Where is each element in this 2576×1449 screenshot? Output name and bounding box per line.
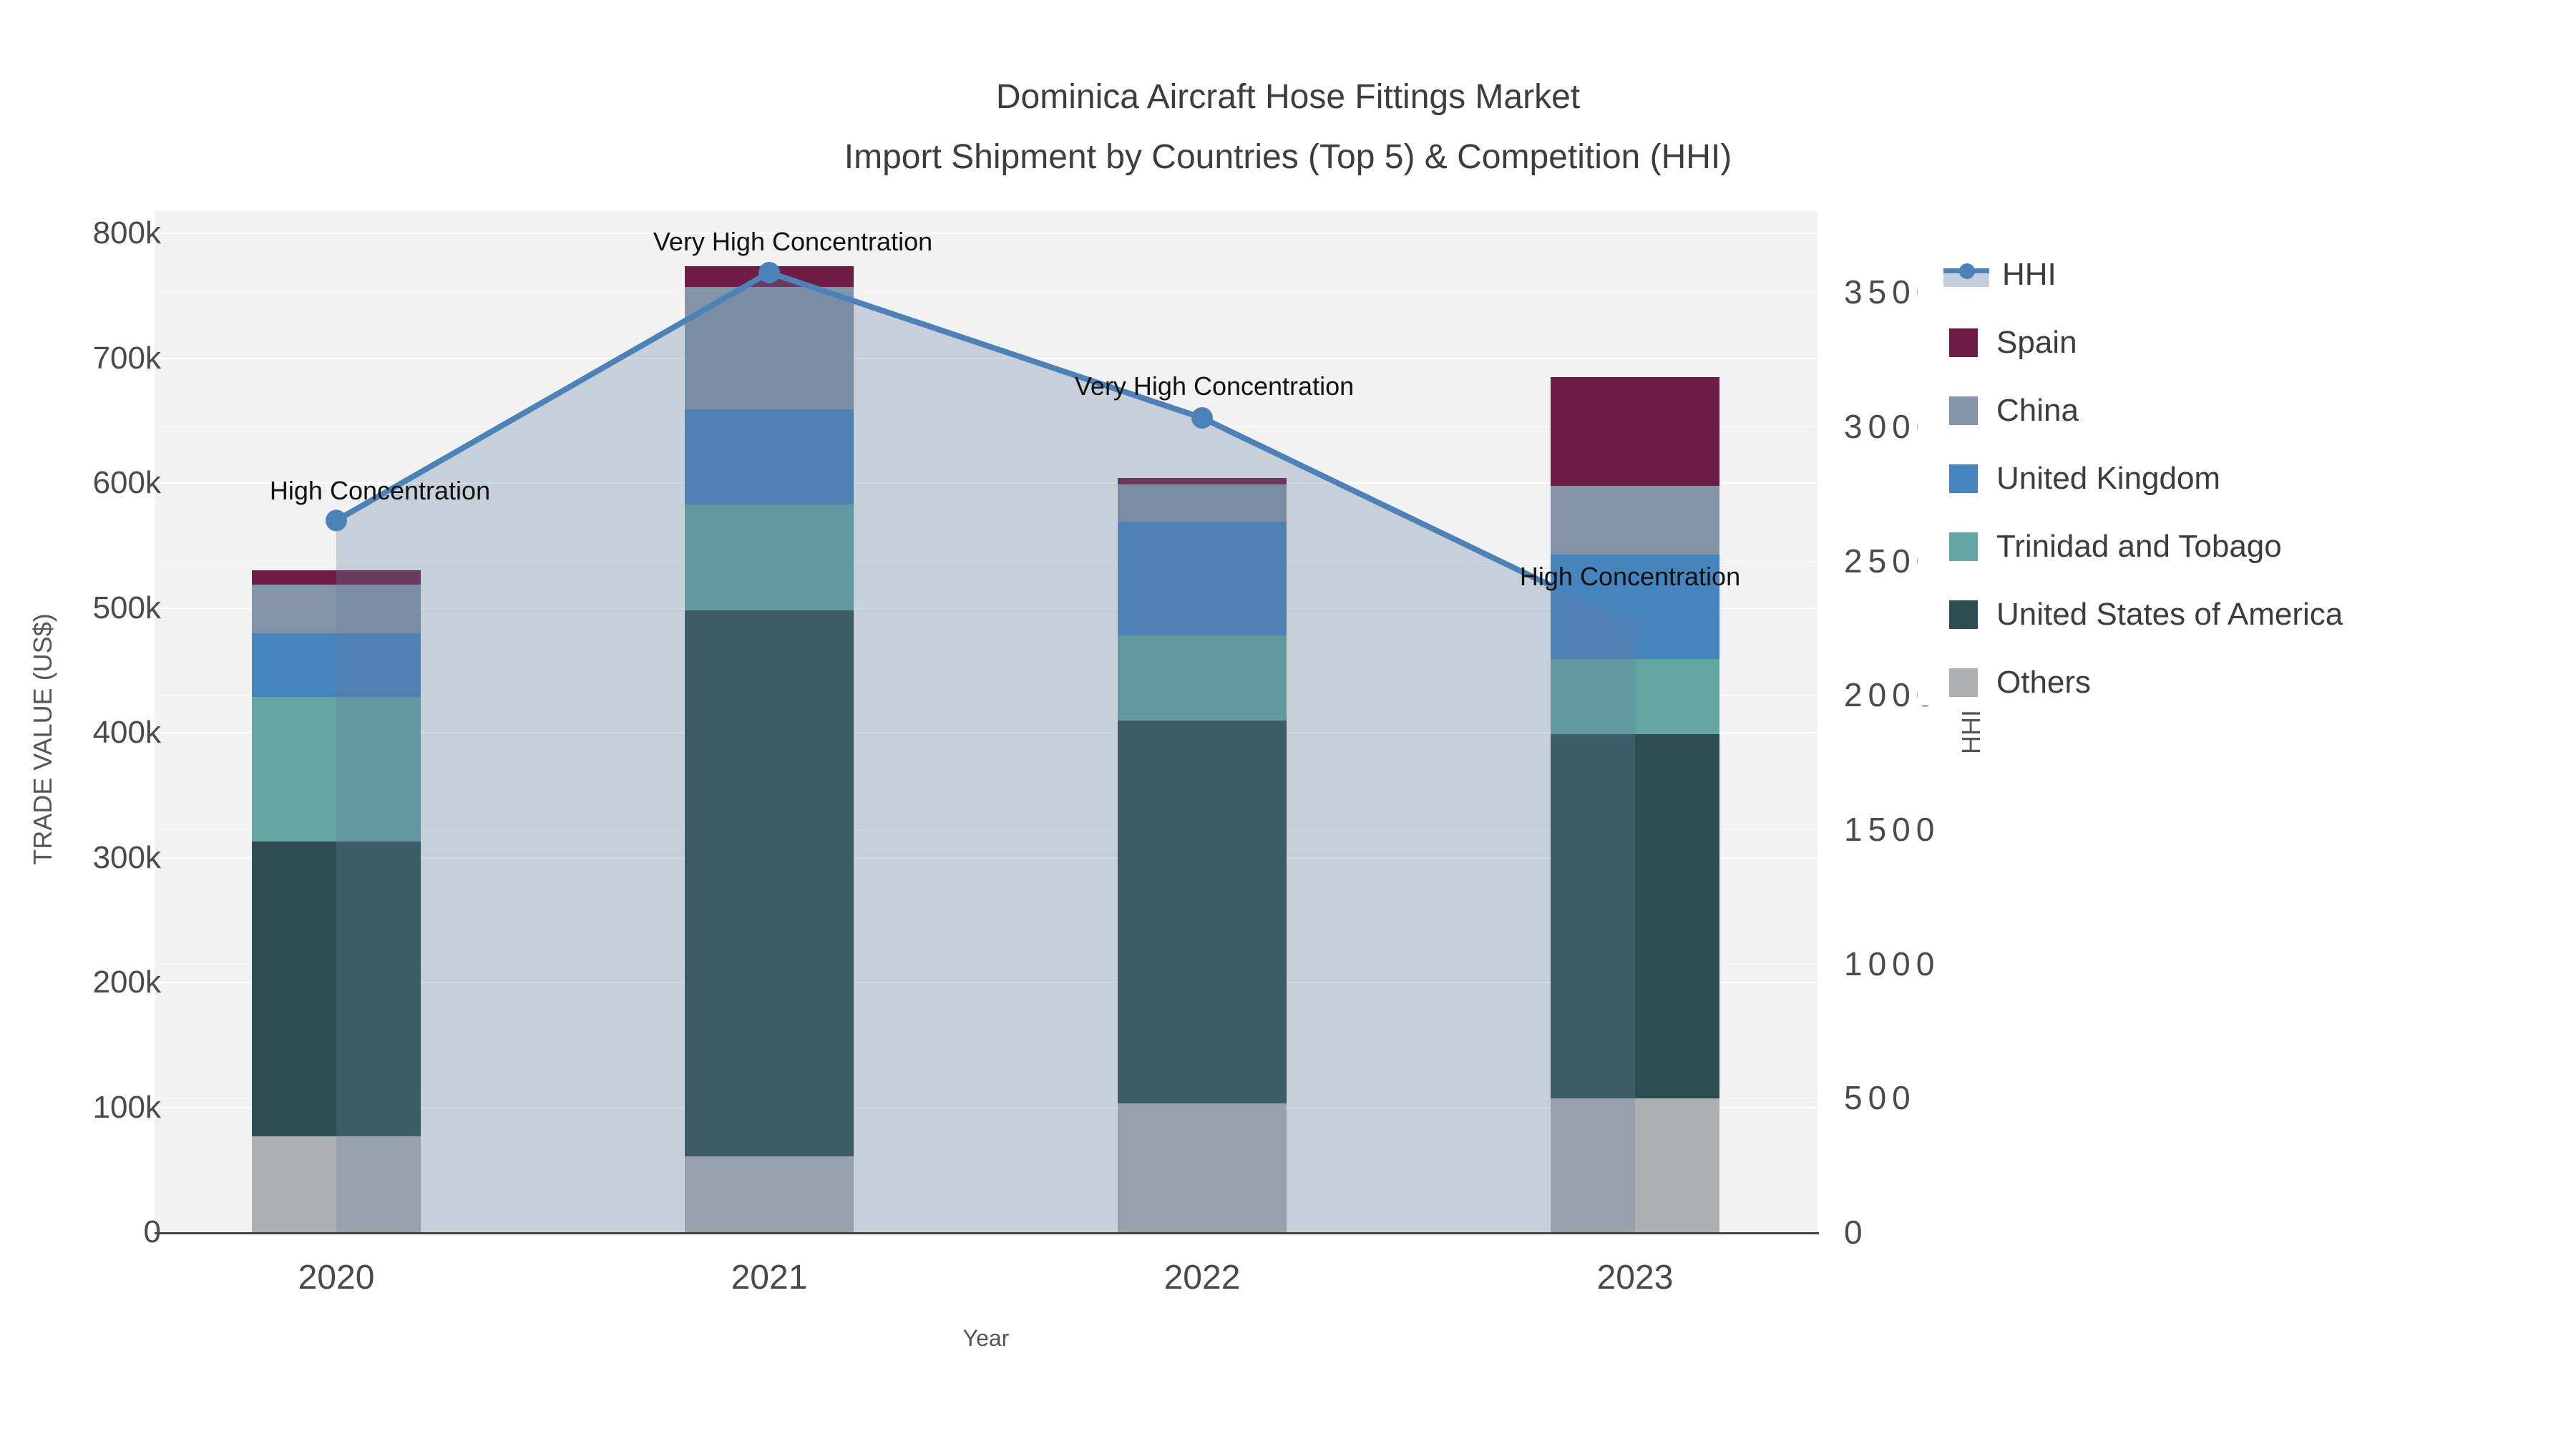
bar-segment-uk-2021[interactable] — [685, 409, 854, 504]
right-tick-1500: 1500 — [1844, 811, 1941, 848]
bar-segment-others-2022[interactable] — [1118, 1103, 1287, 1232]
annotation-2022: Very High Concentration — [1074, 371, 1355, 401]
left-tick-500k: 500k — [92, 590, 161, 625]
bar-segment-others-2021[interactable] — [685, 1156, 854, 1232]
chart-title: Dominica Aircraft Hose Fittings Market — [995, 78, 1581, 116]
x-axis-title: Year — [962, 1325, 1010, 1351]
legend-swatch-spain-icon — [1949, 328, 1978, 357]
bar-segment-others-2023[interactable] — [1551, 1098, 1719, 1232]
legend-item-hhi[interactable]: HHI — [1943, 240, 2057, 308]
hhi-legend-sample-icon — [1943, 260, 1989, 290]
legend-label-spain: Spain — [1996, 324, 2077, 360]
legend-label-usa: United States of America — [1996, 596, 2343, 632]
gridline — [155, 732, 1818, 734]
right-tick-1000: 1000 — [1844, 945, 1941, 982]
legend-item-spain[interactable]: Spain — [1949, 308, 2077, 376]
right-tick-500: 500 — [1844, 1079, 1916, 1117]
bar-segment-spain-2020[interactable] — [252, 570, 421, 585]
x-tick-2023: 2023 — [1596, 1259, 1674, 1297]
left-tick-200k: 200k — [92, 965, 161, 1000]
bar-segment-spain-2021[interactable] — [685, 265, 854, 288]
chart-subtitle: Import Shipment by Countries (Top 5) & C… — [844, 138, 1732, 176]
legend-item-tt[interactable]: Trinidad and Tobago — [1949, 512, 2282, 580]
bar-segment-others-2020[interactable] — [252, 1136, 421, 1232]
x-tick-2022: 2022 — [1163, 1259, 1241, 1297]
left-tick-400k: 400k — [92, 715, 161, 751]
legend-item-uk[interactable]: United Kingdom — [1949, 444, 2220, 512]
bar-segment-china-2022[interactable] — [1118, 484, 1287, 522]
legend-item-china[interactable]: China — [1949, 376, 2079, 444]
legend-label-others: Others — [1996, 664, 2092, 700]
bar-segment-uk-2022[interactable] — [1118, 522, 1287, 636]
bar-segment-usa-2023[interactable] — [1551, 733, 1719, 1099]
legend-swatch-tt-icon — [1949, 532, 1978, 561]
legend: HHI Spain China United Kingdom Trinidad and … — [1918, 240, 2563, 706]
left-tick-300k: 300k — [92, 839, 161, 875]
bar-segment-china-2021[interactable] — [685, 287, 854, 410]
gridline-hhi — [155, 695, 1818, 696]
left-tick-0: 0 — [143, 1214, 161, 1249]
legend-label-hhi: HHI — [2002, 256, 2057, 292]
right-tick-0: 0 — [1844, 1214, 1868, 1251]
bar-segment-china-2023[interactable] — [1551, 485, 1719, 555]
gridline-hhi — [155, 292, 1818, 293]
annotation-2020: High Concentration — [269, 476, 491, 506]
legend-label-tt: Trinidad and Tobago — [1996, 528, 2282, 564]
legend-swatch-uk-icon — [1949, 464, 1978, 493]
gridline — [155, 857, 1818, 859]
annotation-2021: Very High Concentration — [653, 226, 933, 256]
bar-segment-usa-2022[interactable] — [1118, 720, 1287, 1104]
legend-item-usa[interactable]: United States of America — [1949, 580, 2343, 648]
legend-item-others[interactable]: Others — [1949, 648, 2091, 716]
bar-segment-spain-2022[interactable] — [1118, 478, 1287, 485]
left-axis-title: TRADE VALUE (US$) — [28, 613, 57, 865]
x-tick-2020: 2020 — [298, 1259, 375, 1297]
gridline — [155, 1106, 1818, 1108]
gridline-hhi — [155, 829, 1818, 830]
gridline — [155, 982, 1818, 984]
bar-segment-china-2020[interactable] — [252, 584, 421, 633]
gridline — [155, 357, 1818, 359]
bar-segment-tt-2022[interactable] — [1118, 635, 1287, 721]
left-tick-100k: 100k — [92, 1089, 161, 1125]
gridline — [155, 233, 1818, 235]
right-axis-title: HHI — [1956, 710, 1986, 754]
bar-segment-uk-2020[interactable] — [252, 633, 421, 697]
bar-segment-usa-2020[interactable] — [252, 841, 421, 1136]
gridline-hhi — [155, 963, 1818, 965]
bar-segment-tt-2020[interactable] — [252, 696, 421, 841]
left-tick-600k: 600k — [92, 465, 161, 501]
legend-swatch-usa-icon — [1949, 600, 1978, 629]
left-tick-800k: 800k — [92, 215, 161, 251]
legend-swatch-china-icon — [1949, 396, 1978, 425]
left-tick-700k: 700k — [92, 340, 161, 376]
bar-segment-usa-2021[interactable] — [685, 610, 854, 1156]
x-tick-2021: 2021 — [731, 1259, 808, 1297]
legend-label-china: China — [1996, 392, 2079, 428]
bar-segment-spain-2023[interactable] — [1551, 377, 1719, 486]
bar-segment-tt-2023[interactable] — [1551, 659, 1719, 734]
annotation-2023: High Concentration — [1519, 561, 1741, 591]
legend-swatch-others-icon — [1949, 668, 1978, 697]
bar-segment-tt-2021[interactable] — [685, 504, 854, 611]
x-axis-line — [155, 1232, 1819, 1234]
legend-label-uk: United Kingdom — [1996, 460, 2221, 496]
